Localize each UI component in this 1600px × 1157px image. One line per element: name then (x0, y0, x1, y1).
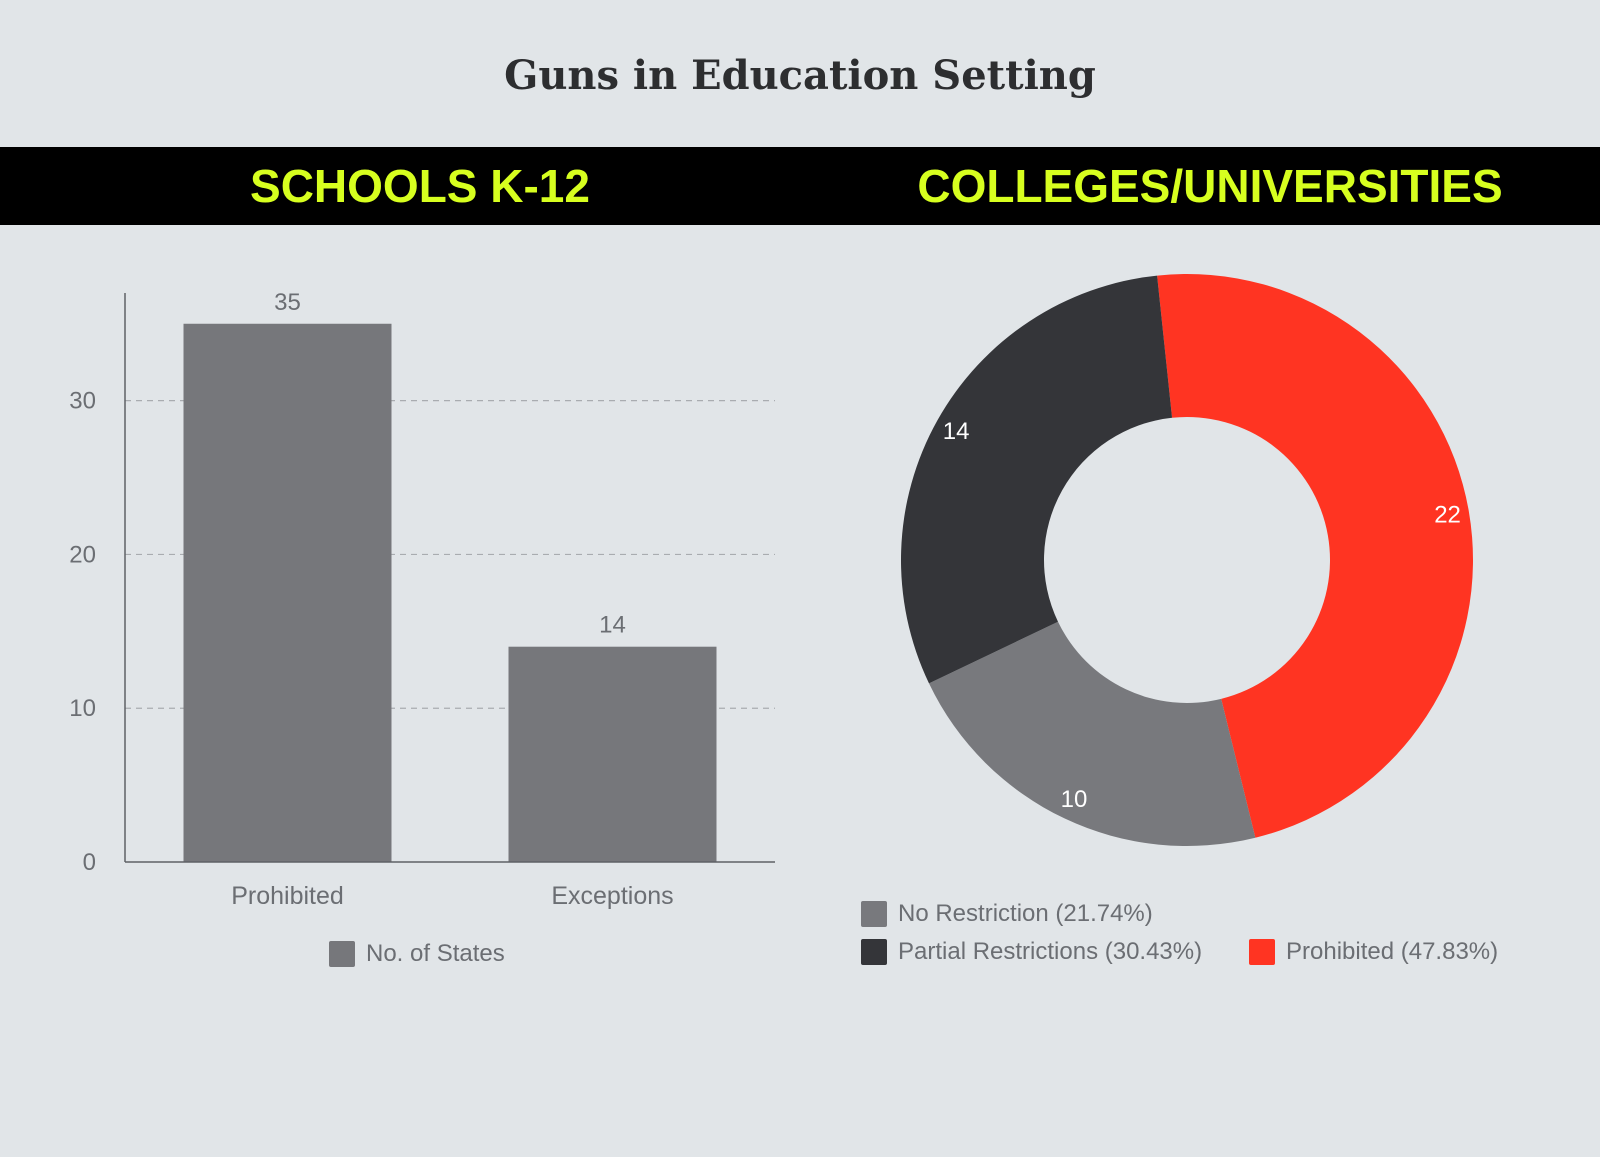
donut-value-label: 10 (1061, 786, 1088, 813)
y-tick-label: 30 (69, 388, 96, 415)
bar-chart-x-axis-labels: Prohibited Exceptions (231, 882, 673, 910)
page-title: Guns in Education Setting (504, 52, 1096, 99)
donut-slice-partial-restrictions (901, 275, 1173, 684)
y-tick-label: 0 (83, 849, 96, 876)
y-tick-label: 10 (69, 695, 96, 722)
donut-value-label: 14 (943, 418, 970, 445)
donut-chart-value-labels: 22 10 14 (943, 418, 1461, 813)
x-tick-label: Exceptions (551, 882, 673, 910)
schools-k12-heading: SCHOOLS K-12 (250, 160, 590, 212)
bar-prohibited (183, 323, 392, 862)
donut-slice-no-restriction (929, 621, 1256, 847)
donut-chart-slices (901, 274, 1473, 847)
bar-value-label: 14 (599, 612, 626, 639)
legend-label-no-restriction: No Restriction (21.74%) (898, 900, 1153, 927)
legend-swatch-partial-restrictions (861, 939, 887, 965)
donut-value-label: 22 (1434, 501, 1461, 528)
legend-item-partial-restrictions: Partial Restrictions (30.43%) (861, 938, 1202, 966)
legend-swatch-prohibited (1249, 939, 1275, 965)
bar-exceptions (508, 646, 717, 862)
bar-value-label: 35 (274, 289, 301, 316)
legend-item-no-restriction: No Restriction (21.74%) (861, 900, 1153, 928)
bar-chart-bars (183, 323, 717, 862)
y-tick-label: 20 (69, 541, 96, 568)
section-header-band: SCHOOLS K-12 COLLEGES/UNIVERSITIES (0, 147, 1600, 225)
legend-item-no-of-states: No. of States (329, 940, 505, 968)
bar-chart: 0 10 20 30 35 14 Prohibited Exceptions (69, 289, 775, 910)
legend-swatch-no-of-states (329, 941, 355, 967)
legend-item-prohibited: Prohibited (47.83%) (1249, 938, 1498, 966)
bar-chart-value-labels: 35 14 (274, 289, 626, 639)
legend-swatch-no-restriction (861, 901, 887, 927)
x-tick-label: Prohibited (231, 882, 344, 910)
legend-label-partial-restrictions: Partial Restrictions (30.43%) (898, 938, 1203, 965)
colleges-universities-heading: COLLEGES/UNIVERSITIES (917, 160, 1503, 212)
bar-chart-y-axis-ticks: 0 10 20 30 (69, 388, 96, 876)
legend-label-no-of-states: No. of States (366, 940, 505, 967)
donut-slice-prohibited (1157, 274, 1473, 838)
legend-label-prohibited: Prohibited (47.83%) (1286, 938, 1499, 965)
donut-chart: 22 10 14 (901, 274, 1473, 847)
